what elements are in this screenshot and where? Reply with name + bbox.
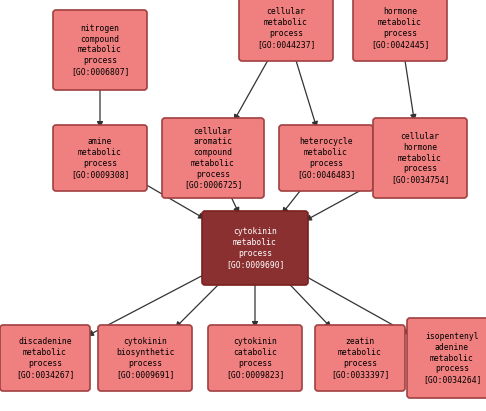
Text: cytokinin
metabolic
process
[GO:0009690]: cytokinin metabolic process [GO:0009690] (226, 227, 284, 269)
Text: isopentenyl
adenine
metabolic
process
[GO:0034264]: isopentenyl adenine metabolic process [G… (423, 332, 481, 384)
FancyBboxPatch shape (353, 0, 447, 61)
FancyBboxPatch shape (208, 325, 302, 391)
FancyBboxPatch shape (239, 0, 333, 61)
FancyBboxPatch shape (407, 318, 486, 398)
Text: cellular
hormone
metabolic
process
[GO:0034754]: cellular hormone metabolic process [GO:0… (391, 132, 449, 184)
Text: cytokinin
catabolic
process
[GO:0009823]: cytokinin catabolic process [GO:0009823] (226, 337, 284, 379)
Text: amine
metabolic
process
[GO:0009308]: amine metabolic process [GO:0009308] (71, 137, 129, 179)
FancyBboxPatch shape (53, 10, 147, 90)
Text: zeatin
metabolic
process
[GO:0033397]: zeatin metabolic process [GO:0033397] (331, 337, 389, 379)
Text: cellular
metabolic
process
[GO:0044237]: cellular metabolic process [GO:0044237] (257, 7, 315, 48)
Text: hormone
metabolic
process
[GO:0042445]: hormone metabolic process [GO:0042445] (371, 7, 429, 48)
FancyBboxPatch shape (53, 125, 147, 191)
Text: cytokinin
biosynthetic
process
[GO:0009691]: cytokinin biosynthetic process [GO:00096… (116, 337, 174, 379)
FancyBboxPatch shape (315, 325, 405, 391)
FancyBboxPatch shape (162, 118, 264, 198)
Text: nitrogen
compound
metabolic
process
[GO:0006807]: nitrogen compound metabolic process [GO:… (71, 24, 129, 76)
Text: discadenine
metabolic
process
[GO:0034267]: discadenine metabolic process [GO:003426… (16, 337, 74, 379)
FancyBboxPatch shape (373, 118, 467, 198)
FancyBboxPatch shape (98, 325, 192, 391)
FancyBboxPatch shape (279, 125, 373, 191)
Text: heterocycle
metabolic
process
[GO:0046483]: heterocycle metabolic process [GO:004648… (297, 137, 355, 179)
FancyBboxPatch shape (0, 325, 90, 391)
Text: cellular
aromatic
compound
metabolic
process
[GO:0006725]: cellular aromatic compound metabolic pro… (184, 127, 242, 189)
FancyBboxPatch shape (202, 211, 308, 285)
